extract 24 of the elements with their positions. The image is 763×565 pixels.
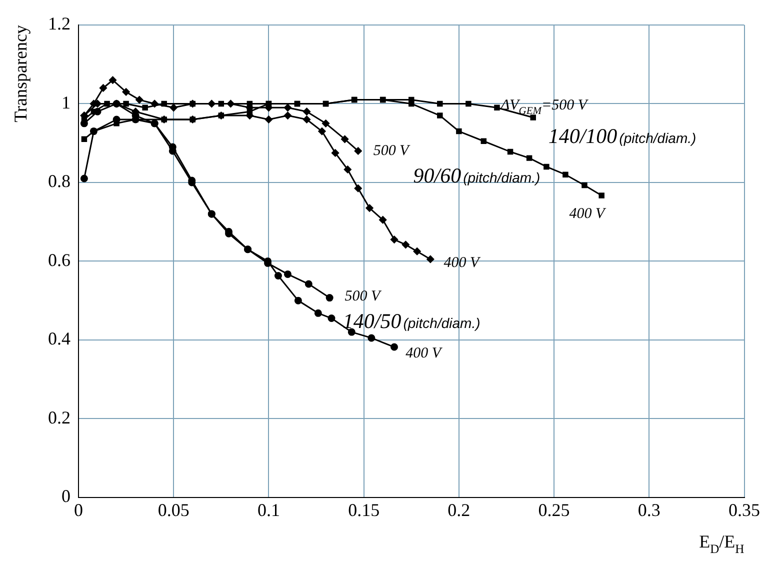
y-tick-label: 1 <box>62 92 70 112</box>
annotation: 400 V <box>569 206 607 222</box>
x-tick-label: 0.3 <box>638 500 660 520</box>
x-tick-label: 0.35 <box>728 500 760 520</box>
x-tick-label: 0.2 <box>448 500 470 520</box>
annotation: 400 V <box>444 255 481 272</box>
x-tick-label: 0.05 <box>158 500 190 520</box>
annotation: 500 V <box>344 288 382 305</box>
x-tick-label: 0.15 <box>348 500 380 520</box>
annotation: 400 V <box>406 346 443 362</box>
annotation: 90/60(pitch/diam.) <box>413 163 540 188</box>
y-tick-label: 0.4 <box>48 328 70 349</box>
annotation: 500 V <box>373 142 411 159</box>
y-tick-label: 0 <box>62 486 70 506</box>
x-tick-label: 0.1 <box>257 500 280 520</box>
y-tick-label: 0.6 <box>48 250 70 270</box>
x-tick-label: 0 <box>74 500 83 520</box>
x-tick-label: 0.25 <box>538 500 570 520</box>
annotation: 140/100(pitch/diam.) <box>548 124 696 148</box>
y-tick-label: 0.2 <box>48 407 70 428</box>
y-tick-label: 0.8 <box>48 171 70 192</box>
annotation: 140/50(pitch/diam.) <box>342 309 480 334</box>
y-tick-label: 1.2 <box>48 14 70 34</box>
y-axis-title: Transparency <box>10 25 30 122</box>
